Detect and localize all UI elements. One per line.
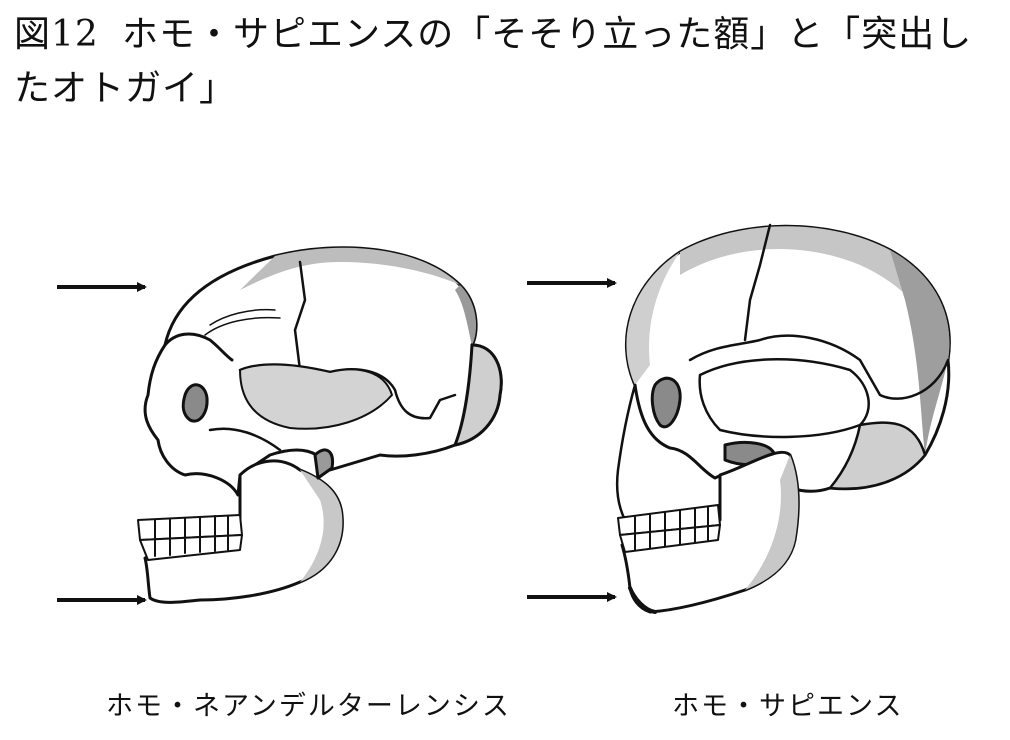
neanderthal-caption: ホモ・ネアンデルターレンシス [106, 691, 511, 722]
sapiens-skull [615, 223, 951, 614]
figure-number: 図12 [14, 14, 99, 55]
figure-title: 図12 ホモ・サピエンスの「そそり立った額」と「突出したオトガイ」 [14, 8, 999, 116]
neanderthal-teeth [137, 514, 243, 561]
neanderthal-skull [137, 246, 503, 604]
sapiens-caption: ホモ・サピエンス [672, 691, 904, 722]
figure-title-text: ホモ・サピエンスの「そそり立った額」と「突出したオトガイ」 [14, 14, 973, 109]
neanderthal-orbit [181, 383, 209, 423]
sapiens-teeth [617, 504, 721, 553]
sapiens-orbit [650, 376, 682, 429]
